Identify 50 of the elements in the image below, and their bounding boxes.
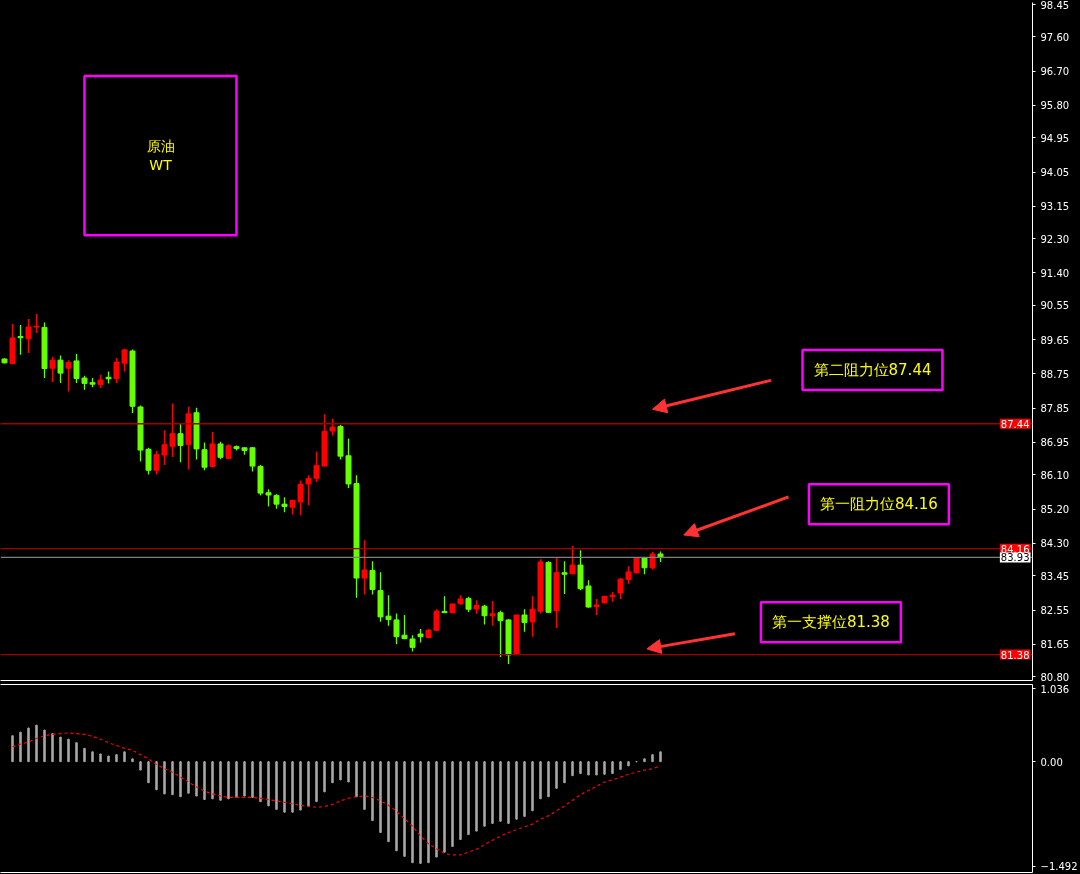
ref-line-label: 83.93 [1000, 552, 1030, 564]
candlestick [17, 324, 24, 356]
y-tick-label: −1.492 [1040, 861, 1078, 873]
text: 原油 WT [146, 138, 175, 174]
y-tick-label: 86.95 [1040, 437, 1070, 449]
candlestick [489, 600, 496, 627]
y-tick-label: 85.20 [1040, 504, 1070, 516]
annotation: 第二阻力位87.44 [813, 361, 932, 380]
y-tick-label: 91.40 [1040, 267, 1070, 279]
y-tick-label: 95.80 [1040, 100, 1070, 112]
ref-line-label: 84.16 [1000, 543, 1030, 555]
y-tick-label: 82.55 [1040, 605, 1070, 617]
candlestick [305, 474, 312, 506]
y-tick-label: 1.036 [1040, 683, 1070, 695]
y-tick-label: 89.65 [1040, 334, 1070, 346]
y-tick-label: 93.15 [1040, 201, 1070, 213]
y-tick-label: 92.30 [1040, 233, 1070, 245]
candlestick [561, 560, 568, 595]
candlestick [49, 356, 56, 383]
candlestick [313, 450, 320, 483]
y-tick-label: 90.55 [1040, 300, 1070, 312]
candlestick [369, 560, 376, 596]
candlestick [569, 545, 576, 575]
y-tick-label: 97.60 [1040, 31, 1070, 43]
candlestick [361, 539, 368, 596]
candlestick [177, 422, 184, 463]
candlestick [481, 604, 488, 626]
y-tick-label: 84.30 [1040, 538, 1070, 550]
ref-line-label: 87.44 [1000, 418, 1030, 430]
candlestick [57, 354, 64, 384]
candlestick [521, 608, 528, 633]
annotation: 第一阻力位84.16 [819, 495, 938, 514]
y-tick-label: 94.95 [1040, 132, 1070, 144]
y-tick-label: 87.85 [1040, 403, 1070, 415]
ref-line-label: 81.38 [1000, 649, 1030, 661]
y-tick-label: 86.10 [1040, 469, 1070, 481]
candlestick [25, 318, 32, 354]
y-tick-label: 88.75 [1040, 368, 1070, 380]
y-tick-label: 80.80 [1040, 671, 1070, 683]
candlestick [201, 441, 208, 471]
y-tick-label: 81.65 [1040, 639, 1070, 651]
y-tick-label: 98.45 [1040, 0, 1070, 11]
candlestick [209, 431, 216, 468]
candlestick [33, 313, 40, 334]
y-tick-label: 94.05 [1040, 167, 1070, 178]
annotation: 第一支撑位81.38 [771, 613, 890, 632]
candlestick [65, 359, 72, 393]
y-tick-label: 0.00 [1040, 756, 1063, 768]
y-tick-label: 96.70 [1040, 66, 1070, 78]
y-tick-label: 83.45 [1040, 570, 1070, 582]
